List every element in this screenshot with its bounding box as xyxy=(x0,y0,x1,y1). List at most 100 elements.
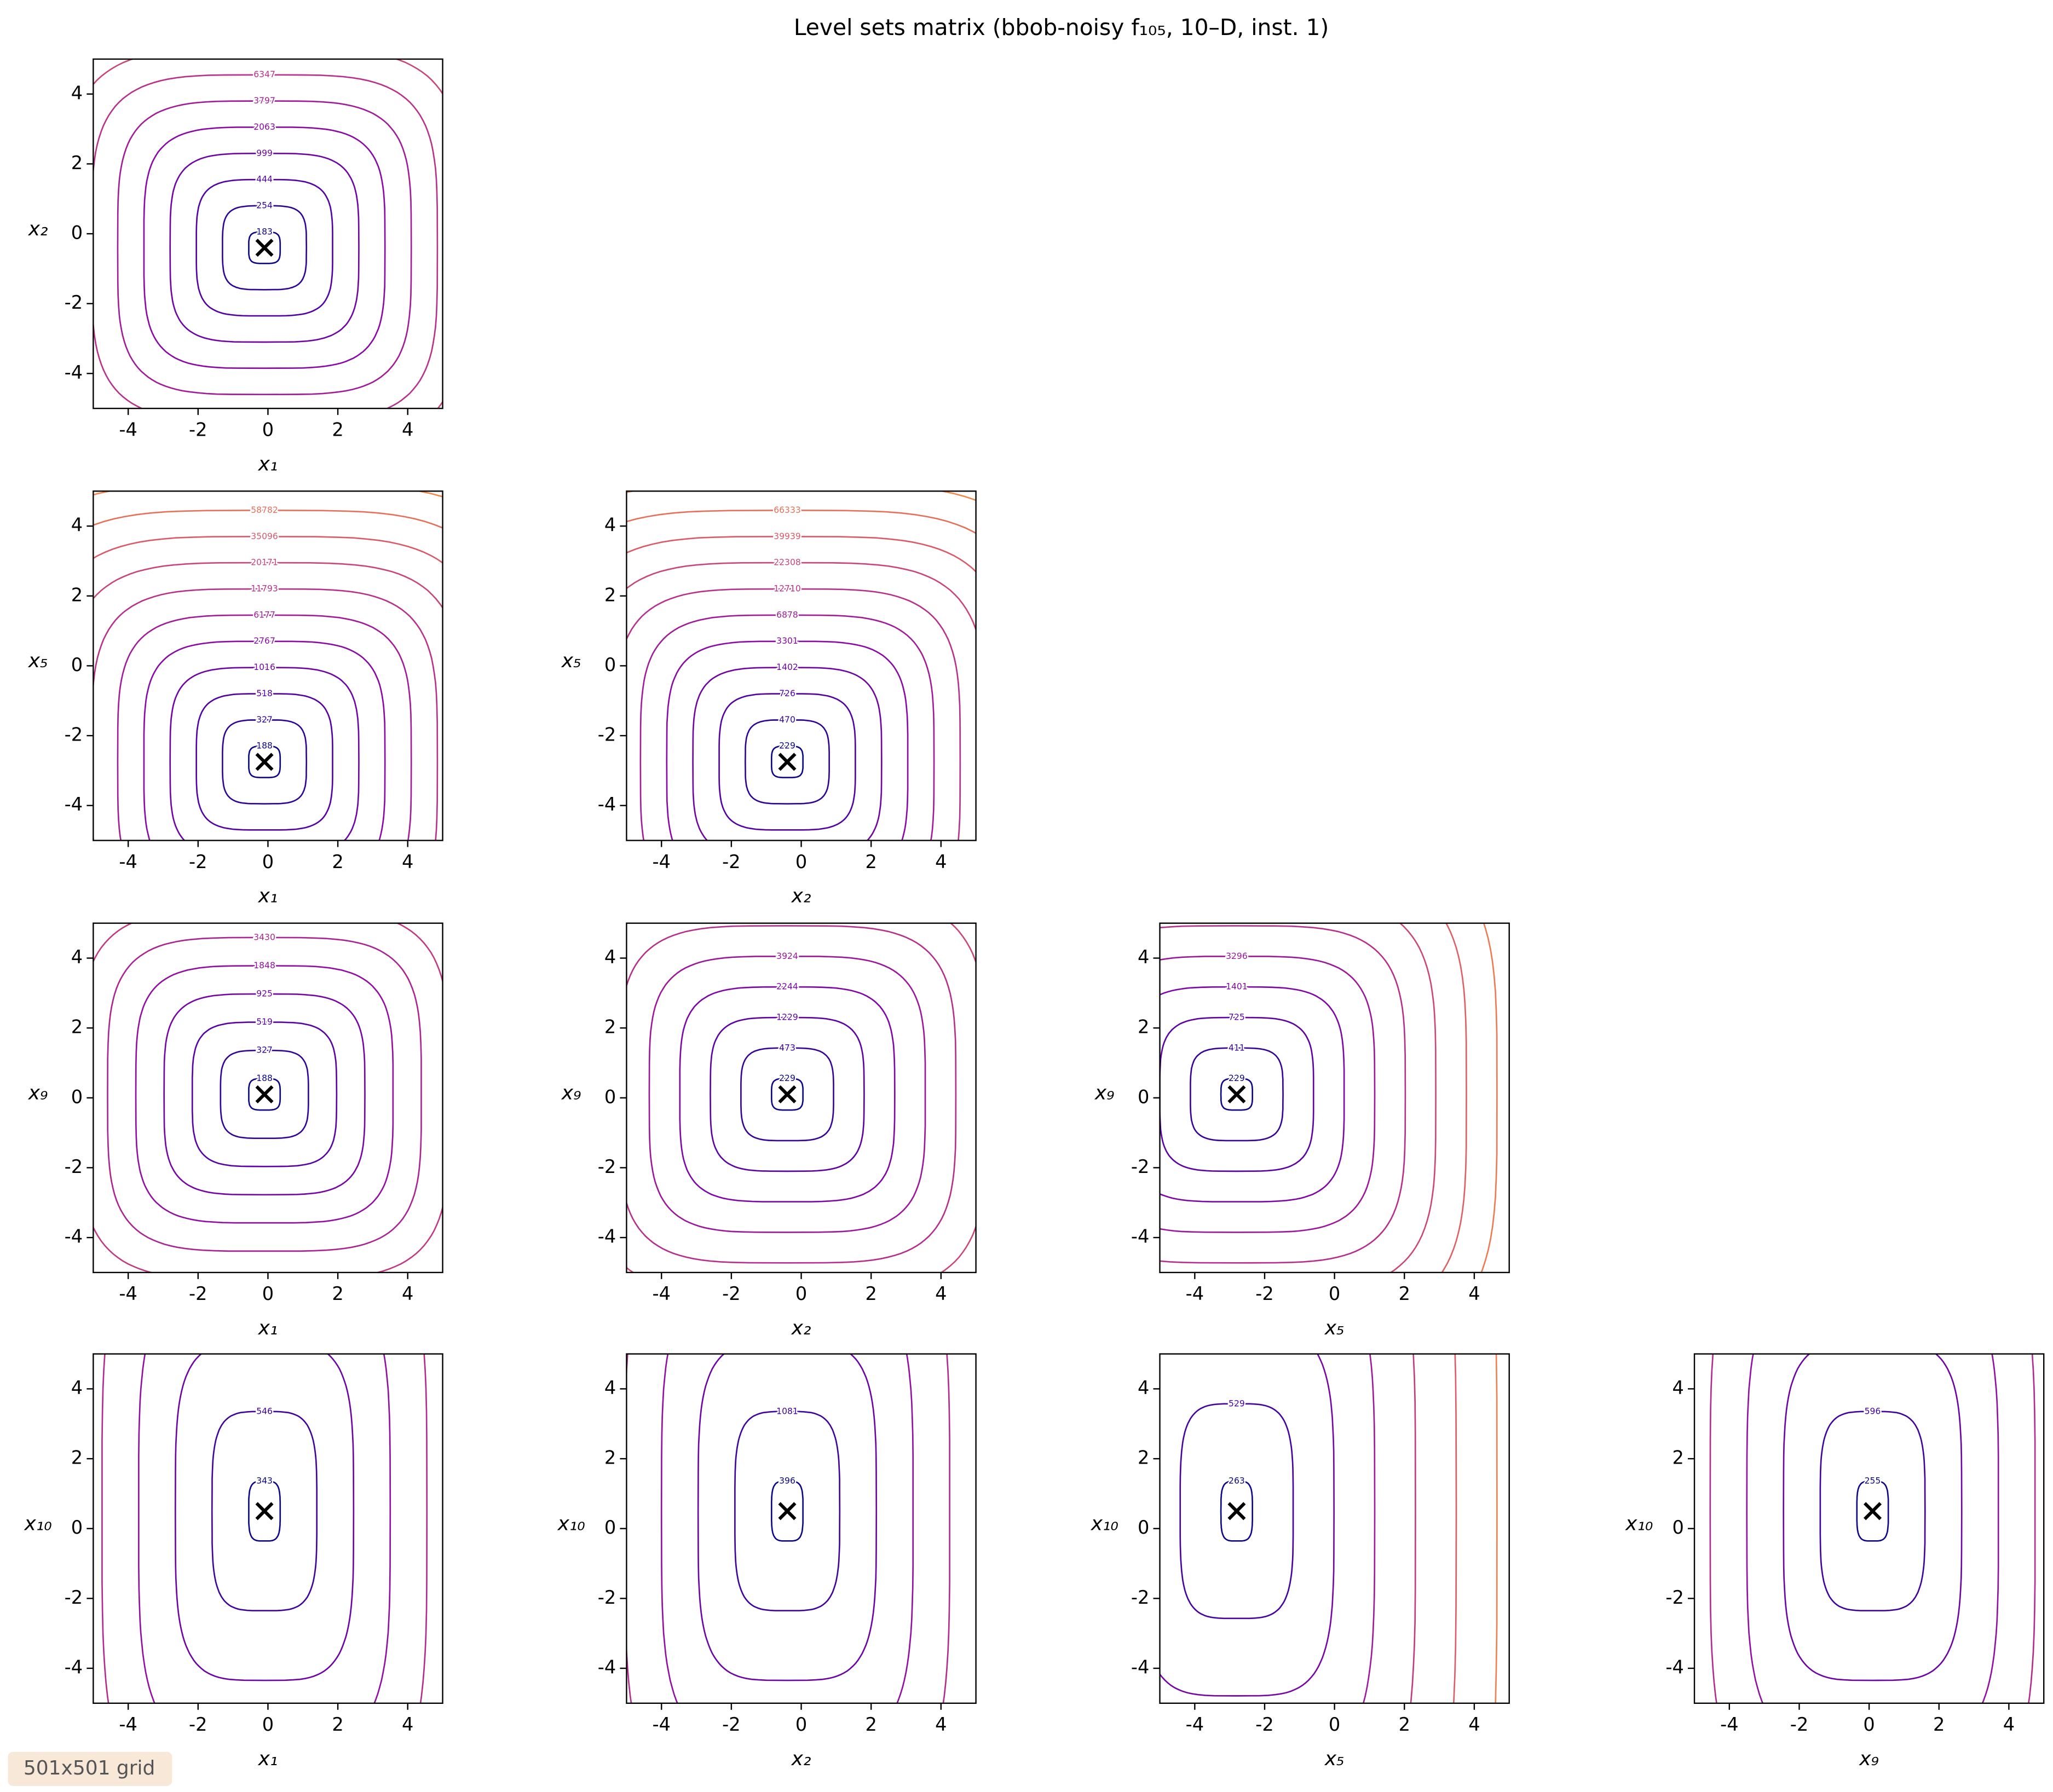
contour-line xyxy=(639,614,935,841)
y-tick-label: -2 xyxy=(65,1156,83,1177)
contour-line xyxy=(1190,1047,1284,1142)
contour-label: 725 xyxy=(1229,1012,1245,1022)
y-tick-label: -4 xyxy=(1131,1226,1149,1247)
contour-line xyxy=(441,854,1133,1792)
contour-line xyxy=(169,152,360,343)
optimum-marker xyxy=(255,753,274,771)
y-tick-label: 0 xyxy=(1138,1517,1149,1538)
x-tick-label: 4 xyxy=(402,1714,413,1735)
x-tick-label: 0 xyxy=(262,851,274,872)
contour-label: 1016 xyxy=(253,662,275,672)
contour-line xyxy=(660,1354,914,1703)
contour-line xyxy=(895,862,1579,1792)
contour-line xyxy=(222,719,308,805)
note: 501x501 grid xyxy=(24,1757,155,1779)
contour-line xyxy=(626,510,976,534)
y-axis-label: x₁₀ xyxy=(24,1513,52,1535)
contours: 188 327 519 925 1848 3430 xyxy=(0,796,562,1392)
contour-line xyxy=(1783,1354,1963,1681)
x-axis-label: x₂ xyxy=(791,1748,811,1770)
contour-label: 255 xyxy=(1865,1476,1881,1486)
x-tick-label: -2 xyxy=(189,419,207,440)
y-tick-label: -4 xyxy=(598,1226,616,1247)
x-tick-label: -2 xyxy=(1255,1714,1273,1735)
x-tick-label: -2 xyxy=(1790,1714,1808,1735)
x-tick-label: 2 xyxy=(332,1283,343,1304)
contours: 229 470 726 1402 3301 6878 12710 22308 39939 6633… xyxy=(626,491,976,841)
x-tick-label: 0 xyxy=(262,419,274,440)
contour-label: 6347 xyxy=(253,70,275,79)
x-tick-label: 4 xyxy=(935,851,947,872)
axes-frame xyxy=(626,1353,977,1704)
contour-line xyxy=(626,536,976,573)
optimum-marker xyxy=(255,1085,274,1103)
y-tick-label: 4 xyxy=(71,1377,83,1398)
contour-line xyxy=(101,1354,428,1703)
y-axis-label: x₁₀ xyxy=(557,1513,585,1535)
contour-label: 3301 xyxy=(776,636,798,646)
contour-line xyxy=(117,100,412,396)
contour-line xyxy=(0,924,574,1792)
y-axis-label: x₅ xyxy=(28,650,48,672)
y-tick-label: 0 xyxy=(1672,1517,1683,1538)
x-tick-label: 0 xyxy=(1329,1283,1340,1304)
contour-label: 596 xyxy=(1865,1406,1881,1416)
contour-label: 22308 xyxy=(774,558,801,568)
panel: 255 596 -4 -2 0 2 4 -4 -2 0 2 4 x₉ x₁₀ xyxy=(1625,1353,2045,1770)
contour-label: 3430 xyxy=(253,932,275,942)
x-tick-label: 2 xyxy=(332,851,343,872)
panel: 229 411 725 1401 3296 -4 -2 0 2 4 -4 -2 0 2 4 x₅ x₉ xyxy=(1094,922,1510,1339)
y-tick-label: 0 xyxy=(1138,1086,1149,1107)
contour-label: 473 xyxy=(779,1043,795,1053)
optimum-marker xyxy=(778,1502,797,1521)
optimum-marker xyxy=(1227,1085,1246,1103)
contour-line xyxy=(174,1354,355,1681)
y-tick-label: -4 xyxy=(1131,1656,1149,1678)
contour-line xyxy=(0,796,562,1392)
y-axis-label: x₉ xyxy=(1094,1082,1115,1105)
contour-label: 6878 xyxy=(776,610,798,620)
optimum-marker xyxy=(1863,1502,1882,1521)
y-tick-label: 4 xyxy=(71,515,83,536)
x-tick-label: 4 xyxy=(1468,1714,1480,1735)
x-tick-label: -2 xyxy=(722,851,740,872)
contour-label: 12710 xyxy=(774,584,801,594)
y-tick-label: 4 xyxy=(604,1377,616,1398)
contour-label: 183 xyxy=(256,227,273,236)
contours: 263 529 xyxy=(895,862,1579,1792)
x-tick-label: 2 xyxy=(1933,1714,1945,1735)
y-tick-label: -4 xyxy=(1665,1656,1683,1678)
contour-line xyxy=(93,923,443,1273)
y-tick-label: 4 xyxy=(1138,946,1149,968)
axes-frame xyxy=(626,490,977,841)
x-axis-label: x₁ xyxy=(258,1748,278,1770)
contours: 229 411 725 1401 3296 xyxy=(1160,923,1498,1273)
y-axis-label: x₉ xyxy=(28,1082,48,1105)
x-axis-label: x₁ xyxy=(258,1317,278,1339)
x-tick-label: 0 xyxy=(1329,1714,1340,1735)
y-tick-label: 4 xyxy=(1138,1377,1149,1398)
y-axis-label: x₅ xyxy=(561,650,581,672)
x-tick-label: 2 xyxy=(1399,1283,1410,1304)
contour-line xyxy=(718,693,856,831)
y-tick-label: 2 xyxy=(604,1447,616,1469)
x-tick-label: -2 xyxy=(722,1714,740,1735)
contour-line xyxy=(1160,956,1376,1233)
contour-label: 343 xyxy=(256,1476,273,1486)
contour-line xyxy=(551,1063,1023,1792)
contour-line xyxy=(1160,925,1406,1264)
x-tick-label: -4 xyxy=(119,851,137,872)
contour-label: 254 xyxy=(256,201,273,211)
x-axis-label: x₁ xyxy=(258,885,278,907)
contour-label: 396 xyxy=(779,1476,795,1486)
axes-frame xyxy=(1159,922,1510,1274)
contour-line xyxy=(666,640,909,841)
contour-label: 726 xyxy=(779,689,795,698)
figure-title: Level sets matrix (bbob-noisy f₁₀₅, 10–D… xyxy=(794,14,1329,41)
contour-line xyxy=(745,719,830,805)
contour-label: 1848 xyxy=(253,961,275,970)
contour-line xyxy=(1746,1354,1999,1703)
contour-label: 229 xyxy=(779,1073,795,1083)
x-tick-label: -2 xyxy=(722,1283,740,1304)
